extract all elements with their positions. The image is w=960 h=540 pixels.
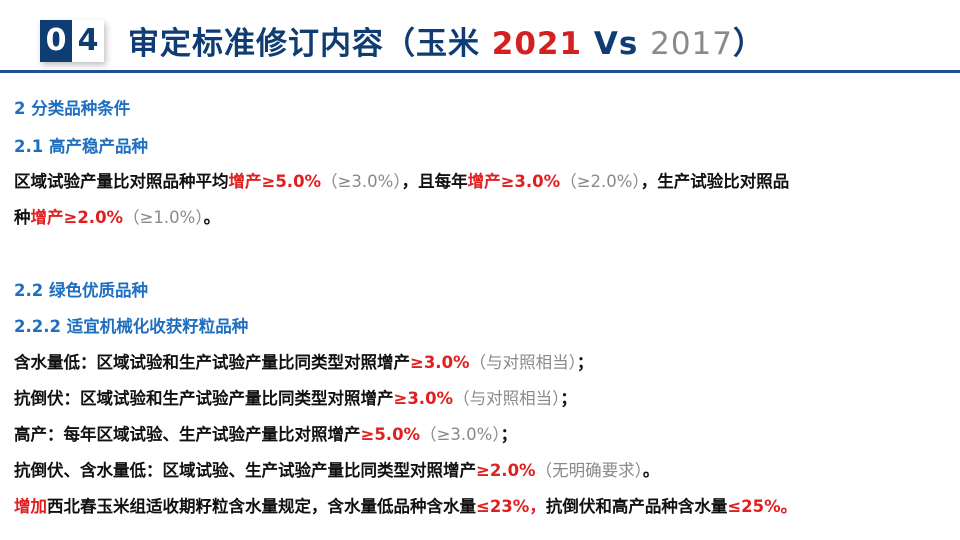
subsection-heading: 2.2.2 适宜机械化收获籽粒品种	[14, 313, 248, 337]
subsection-heading: 2.2 绿色优质品种	[14, 277, 148, 301]
title-close: ）	[733, 26, 766, 62]
text-segment: 区域试验产量比对照品种平均	[14, 172, 229, 191]
old-standard-value: （无明确要求）	[535, 461, 643, 480]
text-segment: 2.1 高产稳产品种	[14, 137, 148, 156]
text-segment: 西北春玉米组适收期籽粒含水量规定，含水量低品种含水量	[47, 497, 476, 516]
highlight-value: ≥3.0%	[410, 353, 470, 372]
text-segment: 高产：每年区域试验、生产试验产量比对照增产	[14, 425, 361, 444]
section-number-badge: 0 4	[40, 20, 104, 62]
highlight-value: ≤25%。	[727, 497, 798, 516]
highlight-value: ≥3.0%	[393, 389, 454, 408]
title-vs: Vs	[582, 26, 651, 62]
text-segment: 含水量低：区域试验和生产试验产量比同类型对照增产	[14, 353, 410, 372]
text-segment: 抗倒伏：区域试验和生产试验产量比同类型对照增产	[14, 389, 394, 408]
highlight-value: 增产≥2.0%	[30, 208, 124, 227]
old-standard-value: （与对照相当）	[453, 389, 561, 408]
text-segment: 种	[14, 208, 31, 227]
subsection-heading: 2.1 高产稳产品种	[14, 133, 148, 157]
title-new-year: 2021	[491, 26, 583, 62]
page-title: 审定标准修订内容（玉米 2021 Vs 2017）	[128, 18, 765, 63]
highlight-value: ≥2.0%	[476, 461, 536, 480]
old-standard-value: （≥1.0%）	[123, 208, 204, 227]
old-standard-value: （≥3.0%）	[420, 425, 501, 444]
section-number-digit: 4	[72, 20, 104, 62]
text-segment: ，且每年	[401, 172, 468, 191]
title-main: 审定标准修订内容（玉米	[128, 26, 492, 62]
text-segment: 。	[642, 461, 660, 480]
highlight-value: 增加	[14, 497, 47, 516]
text-segment: ；	[500, 425, 518, 444]
highlight-value: 增产≥5.0%	[228, 172, 322, 191]
old-standard-value: （与对照相当）	[469, 353, 577, 372]
highlight-value: ≤23%，	[476, 497, 546, 516]
highlight-value: ≥5.0%	[360, 425, 421, 444]
body-line: 抗倒伏：区域试验和生产试验产量比同类型对照增产≥3.0%（与对照相当）；	[14, 385, 577, 409]
old-standard-value: （≥3.0%）	[321, 172, 402, 191]
text-segment: ；	[560, 389, 577, 408]
body-line: 增加西北春玉米组适收期籽粒含水量规定，含水量低品种含水量≤23%，抗倒伏和高产品…	[14, 493, 797, 517]
text-segment: 抗倒伏和高产品种含水量	[545, 497, 728, 516]
text-segment: 抗倒伏、含水量低：区域试验、生产试验产量比同类型对照增产	[14, 461, 476, 480]
section-number-digit: 0	[40, 20, 72, 62]
body-line: 含水量低：区域试验和生产试验产量比同类型对照增产≥3.0%（与对照相当）；	[14, 349, 593, 373]
text-segment: 2.2.2 适宜机械化收获籽粒品种	[14, 317, 249, 336]
text-segment: 2 分类品种条件	[14, 99, 131, 118]
text-segment: 2.2 绿色优质品种	[14, 281, 148, 300]
text-segment: 。	[203, 208, 221, 227]
body-line: 抗倒伏、含水量低：区域试验、生产试验产量比同类型对照增产≥2.0%（无明确要求）…	[14, 457, 659, 481]
title-old-year: 2017	[650, 26, 734, 62]
old-standard-value: （≥2.0%）	[560, 172, 641, 191]
body-line: 高产：每年区域试验、生产试验产量比对照增产≥5.0%（≥3.0%）；	[14, 421, 517, 445]
section-heading: 2 分类品种条件	[14, 95, 130, 119]
title-divider	[0, 70, 960, 73]
highlight-value: 增产≥3.0%	[467, 172, 561, 191]
body-line: 种增产≥2.0%（≥1.0%）。	[14, 204, 220, 228]
text-segment: ，生产试验比对照品	[640, 172, 790, 191]
body-line: 区域试验产量比对照品种平均增产≥5.0%（≥3.0%），且每年增产≥3.0%（≥…	[14, 168, 789, 192]
text-segment: ；	[576, 353, 594, 372]
